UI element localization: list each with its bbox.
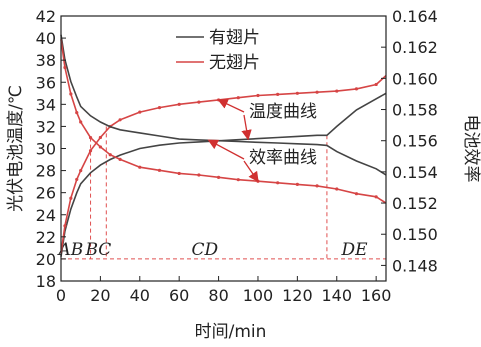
series-point [138, 110, 142, 114]
x-tick-label: 80 [208, 286, 228, 305]
series-point [197, 173, 201, 177]
series-point [256, 93, 260, 98]
annotation-arrow [207, 139, 245, 160]
y-left-tick-label: 36 [36, 73, 56, 92]
series-point [75, 111, 79, 115]
series-point [79, 120, 83, 124]
series-point [315, 184, 319, 188]
y-left-tick-label: 18 [36, 272, 56, 291]
y-left-tick-label: 32 [36, 117, 56, 136]
y-left-tick-label: 38 [36, 51, 56, 70]
series-point [88, 135, 93, 140]
y-right-tick-label: 0.152 [392, 194, 438, 213]
series-point [177, 171, 181, 176]
y-right-tick-label: 0.156 [392, 132, 438, 151]
y-right-tick-label: 0.154 [392, 163, 438, 182]
series-point [118, 118, 122, 122]
series-point [79, 168, 83, 173]
y-right-tick-label: 0.160 [392, 69, 438, 88]
region-label: BC [85, 240, 112, 260]
series-point [295, 91, 299, 95]
region-label: CD [191, 240, 218, 260]
series-line [60, 34, 387, 176]
x-axis-title: 时间/min [195, 322, 267, 342]
series-point [177, 102, 181, 106]
legend-label: 有翅片 [209, 28, 260, 48]
legend-label: 无翅片 [209, 53, 260, 73]
x-tick-label: 60 [169, 286, 189, 305]
series-point [354, 192, 359, 196]
series-point [354, 87, 359, 91]
y-left-tick-label: 40 [36, 29, 56, 48]
series-line [60, 92, 387, 257]
series-point [69, 196, 73, 200]
annotation-arrow [217, 99, 245, 113]
series-point [157, 168, 162, 172]
series-point [276, 181, 280, 185]
x-tick-label: 40 [130, 286, 150, 305]
series-point [276, 92, 280, 96]
series-point [98, 135, 102, 140]
series-point [138, 165, 142, 169]
y-right-tick-label: 0.150 [392, 225, 438, 244]
x-tick-label: 100 [243, 286, 274, 305]
x-tick-label: 160 [361, 286, 392, 305]
series-point [63, 65, 67, 70]
y-right-tick-label: 0.164 [392, 7, 438, 26]
series-point [374, 82, 378, 87]
annotation-arrow [243, 160, 259, 183]
series-point [63, 224, 67, 228]
y-left-tick-label: 28 [36, 162, 56, 181]
y-left-axis-title: 光伏电池温度/℃ [6, 85, 26, 212]
x-tick-label: 0 [56, 286, 66, 305]
y-right-tick-label: 0.148 [392, 256, 438, 275]
series-point [295, 182, 299, 186]
y-right-tick-label: 0.162 [392, 38, 438, 57]
series-point [216, 175, 221, 179]
x-tick-label: 20 [90, 286, 110, 305]
temperature-curve-label: 温度曲线 [249, 102, 317, 122]
series-point [108, 153, 112, 157]
series-point [118, 157, 122, 162]
y-left-tick-label: 20 [36, 250, 56, 269]
y-left-tick-label: 30 [36, 140, 56, 159]
y-right-tick-label: 0.158 [392, 101, 438, 120]
series-point [157, 106, 162, 110]
y-left-tick-label: 42 [36, 7, 56, 26]
x-tick-label: 120 [282, 286, 313, 305]
efficiency-curve-label: 效率曲线 [249, 148, 317, 168]
series-point [98, 145, 102, 149]
y-right-axis-title: 电池效率 [461, 115, 481, 183]
y-left-tick-label: 24 [36, 206, 56, 225]
series-point [374, 195, 378, 199]
x-tick-label: 140 [321, 286, 352, 305]
y-left-tick-label: 26 [36, 184, 56, 203]
series-point [69, 92, 73, 96]
series-point [335, 89, 339, 93]
series-point [75, 177, 79, 182]
series-point [197, 100, 201, 104]
y-left-tick-label: 22 [36, 228, 56, 247]
series-point [335, 187, 339, 191]
annotation-arrow [241, 114, 252, 141]
series-point [88, 149, 93, 153]
series-point [236, 96, 240, 100]
series-point [236, 178, 240, 182]
series-point [315, 90, 319, 94]
region-label: DE [340, 240, 368, 260]
y-left-tick-label: 34 [36, 95, 56, 114]
